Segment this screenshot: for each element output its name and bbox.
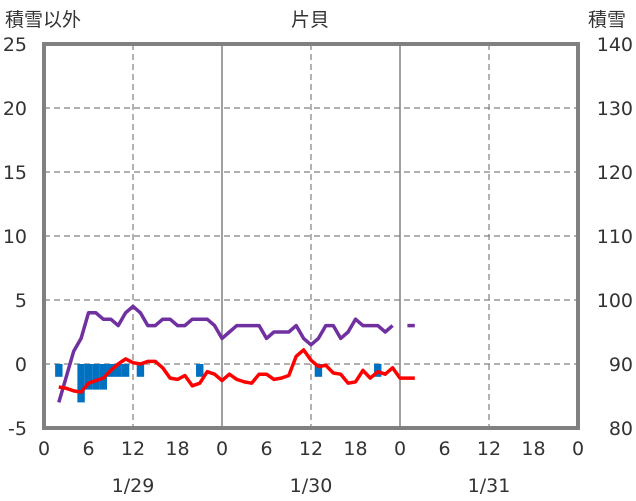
precipitation-bar	[136, 364, 145, 377]
x-tick-label: 12	[477, 438, 501, 460]
right-tick-label: 110	[597, 226, 633, 248]
x-tick-label: 6	[260, 438, 272, 460]
x-tick-label: 0	[394, 438, 406, 460]
left-tick-label: 0	[15, 354, 27, 376]
right-tick-label: 120	[597, 162, 633, 184]
x-tick-label: 18	[165, 438, 189, 460]
date-label: 1/29	[112, 475, 155, 497]
x-tick-label: 18	[521, 438, 545, 460]
precipitation-bar	[196, 364, 204, 377]
precipitation-bar	[84, 364, 93, 390]
chart-title: 片貝	[291, 9, 329, 31]
precipitation-bar	[77, 364, 85, 403]
left-tick-label: 25	[3, 34, 27, 56]
plot-frame	[42, 42, 580, 430]
date-label: 1/30	[290, 475, 333, 497]
left-tick-label: 10	[3, 226, 27, 248]
right-tick-label: 140	[597, 34, 633, 56]
date-label: 1/31	[468, 475, 511, 497]
left-axis-label: 積雪以外	[5, 9, 81, 31]
x-tick-label: 12	[121, 438, 145, 460]
left-tick-label: 5	[15, 290, 27, 312]
precipitation-bar	[55, 364, 63, 377]
x-tick-label: 0	[572, 438, 584, 460]
right-tick-label: 80	[609, 418, 633, 440]
left-tick-label: 20	[3, 98, 27, 120]
precipitation-bar	[121, 364, 130, 377]
left-tick-label: -5	[8, 418, 27, 440]
right-tick-label: 100	[597, 290, 633, 312]
right-tick-label: 130	[597, 98, 633, 120]
right-tick-label: 90	[609, 354, 633, 376]
right-axis-label: 積雪	[588, 9, 626, 31]
x-tick-label: 6	[82, 438, 94, 460]
temperature-line	[58, 348, 415, 394]
x-tick-label: 12	[299, 438, 323, 460]
x-tick-label: 0	[216, 438, 228, 460]
x-tick-label: 6	[438, 438, 450, 460]
x-tick-label: 0	[38, 438, 50, 460]
x-tick-label: 18	[343, 438, 367, 460]
series-lines	[57, 304, 415, 403]
precipitation-bar	[114, 364, 122, 377]
snow_depth-line	[57, 304, 394, 403]
left-tick-label: 15	[3, 162, 27, 184]
precipitation-bar	[92, 364, 100, 390]
grid-lines	[44, 44, 578, 428]
precipitation-bar	[314, 364, 323, 377]
